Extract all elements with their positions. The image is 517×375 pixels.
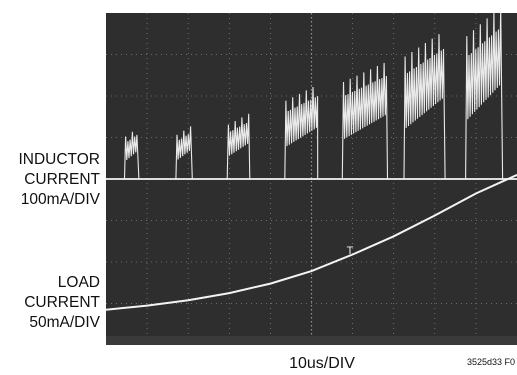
- inductor-label-line-2: CURRENT: [24, 171, 100, 188]
- trigger-marker: T: [347, 245, 354, 257]
- inductor-burst: [403, 34, 446, 180]
- load-current-label: LOAD CURRENT 50mA/DIV: [0, 273, 100, 333]
- inductor-label-line-3: 100mA/DIV: [20, 191, 100, 208]
- inductor-burst: [341, 62, 389, 180]
- inductor-burst: [284, 86, 319, 180]
- inductor-current-trace: [106, 6, 517, 180]
- load-current-line: [105, 173, 517, 311]
- load-label-line-2: CURRENT: [24, 294, 100, 311]
- bottom-readout-strip: [106, 336, 517, 345]
- timebase-label: 10us/DIV: [289, 355, 355, 372]
- figure-id: 3525d33 F0: [466, 357, 515, 367]
- inductor-label-line-1: INDUCTOR: [18, 151, 100, 168]
- load-label-line-1: LOAD: [57, 274, 100, 291]
- inductor-burst: [123, 131, 140, 180]
- inductor-burst: [175, 126, 193, 180]
- inductor-burst: [465, 6, 504, 180]
- load-label-line-3: 50mA/DIV: [29, 314, 100, 331]
- inductor-current-label: INDUCTOR CURRENT 100mA/DIV: [0, 150, 100, 210]
- load-current-trace: [105, 173, 517, 311]
- inductor-burst: [226, 113, 251, 180]
